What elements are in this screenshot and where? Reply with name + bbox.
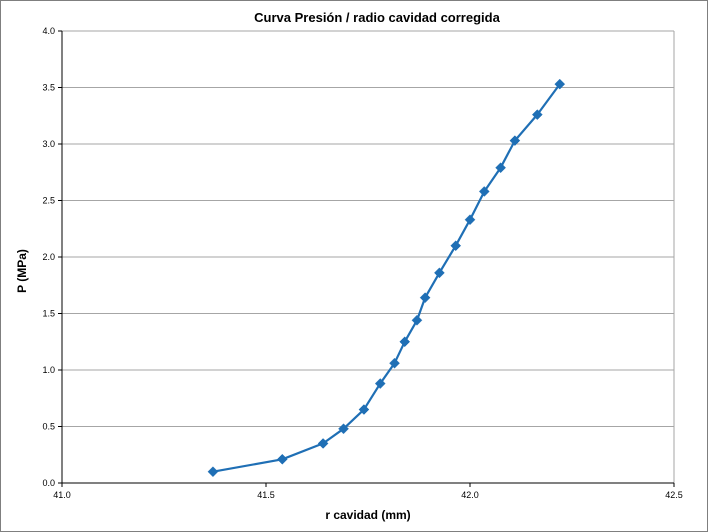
data-point-marker xyxy=(276,453,288,465)
data-point-marker xyxy=(509,135,521,146)
x-tick-label: 42.5 xyxy=(665,490,683,500)
data-point-marker xyxy=(374,378,386,389)
y-tick-label: 0.5 xyxy=(42,422,55,432)
data-point-marker xyxy=(358,404,370,415)
y-tick-label: 1.5 xyxy=(42,309,55,319)
data-point-marker xyxy=(317,438,329,449)
x-tick-label: 41.0 xyxy=(53,490,71,500)
data-point-marker xyxy=(450,240,462,252)
y-tick-label: 0.0 xyxy=(42,478,55,488)
data-point-marker xyxy=(419,292,431,304)
data-point-marker xyxy=(554,78,566,90)
data-point-marker xyxy=(495,162,506,174)
y-tick-label: 4.0 xyxy=(42,26,55,36)
y-tick-label: 3.0 xyxy=(42,139,55,149)
data-point-marker xyxy=(389,357,400,369)
chart-title: Curva Presión / radio cavidad corregida xyxy=(254,10,500,25)
data-point-marker xyxy=(531,109,543,120)
y-tick-label: 1.0 xyxy=(42,365,55,375)
y-tick-label: 2.0 xyxy=(42,252,55,262)
data-point-marker xyxy=(478,186,490,197)
data-point-marker xyxy=(338,423,349,435)
y-tick-label: 2.5 xyxy=(42,196,55,206)
data-point-marker xyxy=(399,336,411,348)
x-tick-label: 42.0 xyxy=(461,490,479,500)
plot-area: 0.0 0.5 1.0 1.5 2.0 2.5 3.0 3.5 4.0 41.0 41.5 42.0 4… xyxy=(42,26,682,500)
y-tick-label: 3.5 xyxy=(42,83,55,93)
data-point-marker xyxy=(464,214,476,226)
series-line xyxy=(212,83,561,473)
x-axis-title: r cavidad (mm) xyxy=(325,508,410,522)
data-point-marker xyxy=(411,314,423,326)
y-axis-title: P (MPa) xyxy=(15,249,29,293)
data-point-marker xyxy=(434,267,445,279)
data-point-marker xyxy=(207,466,219,478)
x-tick-label: 41.5 xyxy=(257,490,275,500)
